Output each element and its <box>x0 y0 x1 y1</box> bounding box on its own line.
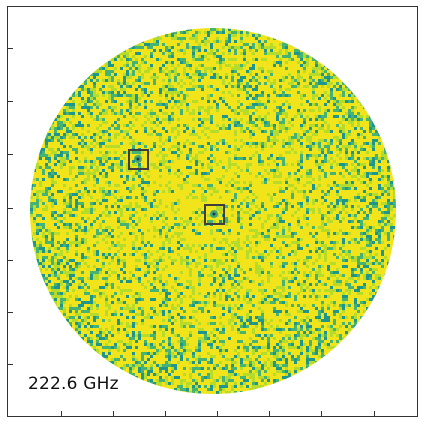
y-tick <box>8 260 13 261</box>
map-frame: 222.6 GHz <box>7 6 418 417</box>
frequency-label: 222.6 GHz <box>28 374 119 394</box>
x-tick <box>61 411 62 416</box>
y-tick <box>8 208 13 209</box>
y-tick <box>8 48 13 49</box>
x-tick <box>217 411 218 416</box>
y-tick <box>8 312 13 313</box>
sky-map <box>30 28 396 394</box>
y-tick <box>8 154 13 155</box>
x-tick <box>374 411 375 416</box>
y-tick <box>8 364 13 365</box>
x-tick <box>321 411 322 416</box>
x-tick <box>165 411 166 416</box>
source-box-center <box>204 204 225 225</box>
source-box-left <box>128 149 149 170</box>
y-tick <box>8 101 13 102</box>
x-tick <box>269 411 270 416</box>
x-tick <box>113 411 114 416</box>
sky-disk <box>30 28 396 394</box>
